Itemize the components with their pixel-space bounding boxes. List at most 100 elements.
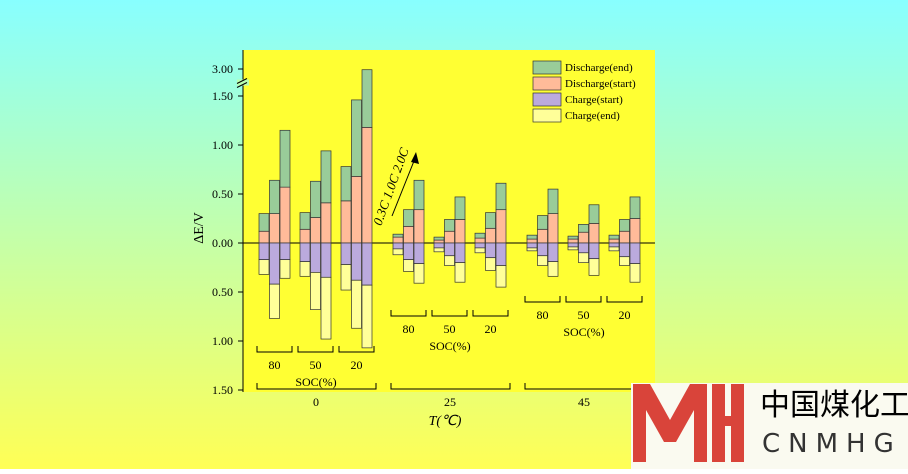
temperature-bracket [256, 383, 377, 390]
bar-segment [413, 179, 425, 211]
bar-segment [608, 238, 620, 244]
bar-segment [578, 252, 589, 263]
legend-swatch [532, 60, 562, 75]
annotation-arrow [391, 155, 417, 217]
bar-segment [299, 242, 311, 262]
y-tick-label: 1.00 [212, 138, 233, 152]
soc-title: SOC(%) [429, 339, 470, 353]
bar-segment [413, 242, 425, 264]
soc-label: 20 [485, 322, 497, 336]
arrow-head [411, 152, 419, 164]
axis-break [236, 78, 248, 84]
bar-segment [269, 283, 280, 319]
bar-segment [403, 259, 414, 272]
legend-label: Charge(end) [565, 110, 620, 122]
bar-segment [403, 209, 414, 227]
axis-break-gap [237, 79, 249, 86]
y-tick-label: 1.50 [212, 89, 233, 103]
bar-segment [320, 276, 332, 340]
soc-label: 80 [537, 308, 549, 322]
bar-segment [320, 202, 332, 244]
bar-segment [392, 248, 404, 256]
bar-segment [310, 272, 321, 310]
bar-segment [526, 247, 538, 252]
temperature-label: 0 [313, 395, 319, 409]
bar-segment [258, 230, 270, 244]
soc-label: 80 [269, 358, 281, 372]
logo-mark [633, 384, 744, 462]
bar-segment [578, 242, 589, 254]
bar-segment [444, 230, 455, 244]
temperature-label: 25 [444, 395, 456, 409]
bar-segment [495, 265, 507, 288]
bar-segment [454, 219, 466, 244]
bar-segment [526, 234, 538, 240]
y-tick-label: 0.50 [212, 285, 233, 299]
bar-segment [485, 242, 496, 259]
soc-bracket [256, 346, 293, 353]
bar-segment [474, 247, 486, 254]
legend-label: Charge(start) [565, 94, 623, 106]
bar-segment [299, 261, 311, 277]
bar-segment [608, 234, 620, 240]
bar-segment [495, 209, 507, 244]
bar-segment [340, 264, 352, 291]
soc-bracket [431, 310, 468, 317]
bar-segment [279, 186, 291, 244]
bar-segment [567, 242, 579, 248]
soc-label: 80 [403, 322, 415, 336]
bar-segment [320, 242, 332, 278]
bar-segment [629, 242, 641, 264]
bar-segment [454, 196, 466, 220]
bar-segment [269, 242, 280, 285]
bar-segment [392, 236, 404, 244]
bar-segment [485, 257, 496, 271]
bar-segment [485, 227, 496, 244]
bar-segment [258, 242, 270, 261]
soc-bracket [606, 296, 643, 303]
y-tick-label: 1.00 [212, 334, 233, 348]
bar-segment [351, 176, 362, 244]
bar-segment [454, 242, 466, 263]
bar-segment [547, 213, 559, 244]
bar-segment [444, 242, 455, 257]
bar-segment [392, 242, 404, 250]
x-axis-title: T(℃) [429, 414, 462, 429]
soc-bracket [297, 346, 334, 353]
bar-segment [526, 238, 538, 244]
legend-swatch [532, 108, 562, 123]
bar-segment [258, 213, 270, 232]
bar-segment [310, 217, 321, 244]
bar-segment [433, 239, 445, 244]
bar-segment [567, 235, 579, 240]
bar-segment [474, 232, 486, 239]
logo-title: 中国煤化工 [760, 388, 908, 423]
bar-segment [619, 242, 630, 258]
bar-segment [361, 242, 373, 286]
bar-segment [474, 237, 486, 244]
legend-label: Discharge(start) [565, 78, 636, 90]
bar-segment [578, 224, 589, 233]
bar-segment [351, 99, 362, 177]
bar-segment [413, 209, 425, 244]
bar-segment [578, 231, 589, 244]
logo-subtitle: CNMHG [762, 429, 902, 459]
bar-segment [340, 200, 352, 244]
bar-segment [403, 225, 414, 244]
bar-segment [537, 228, 548, 244]
bar-segment [361, 284, 373, 349]
soc-bracket [524, 296, 561, 303]
bar-segment [320, 150, 332, 204]
bar-segment [444, 255, 455, 266]
bar-segment [526, 242, 538, 249]
bar-segment [619, 256, 630, 266]
bar-segment [537, 255, 548, 266]
soc-bracket [338, 346, 375, 353]
bar-segment [340, 166, 352, 202]
bar-segment [361, 127, 373, 244]
bar-segment [485, 212, 496, 229]
bar-segment [269, 179, 280, 214]
bar-segment [310, 242, 321, 273]
bar-segment [279, 259, 291, 279]
